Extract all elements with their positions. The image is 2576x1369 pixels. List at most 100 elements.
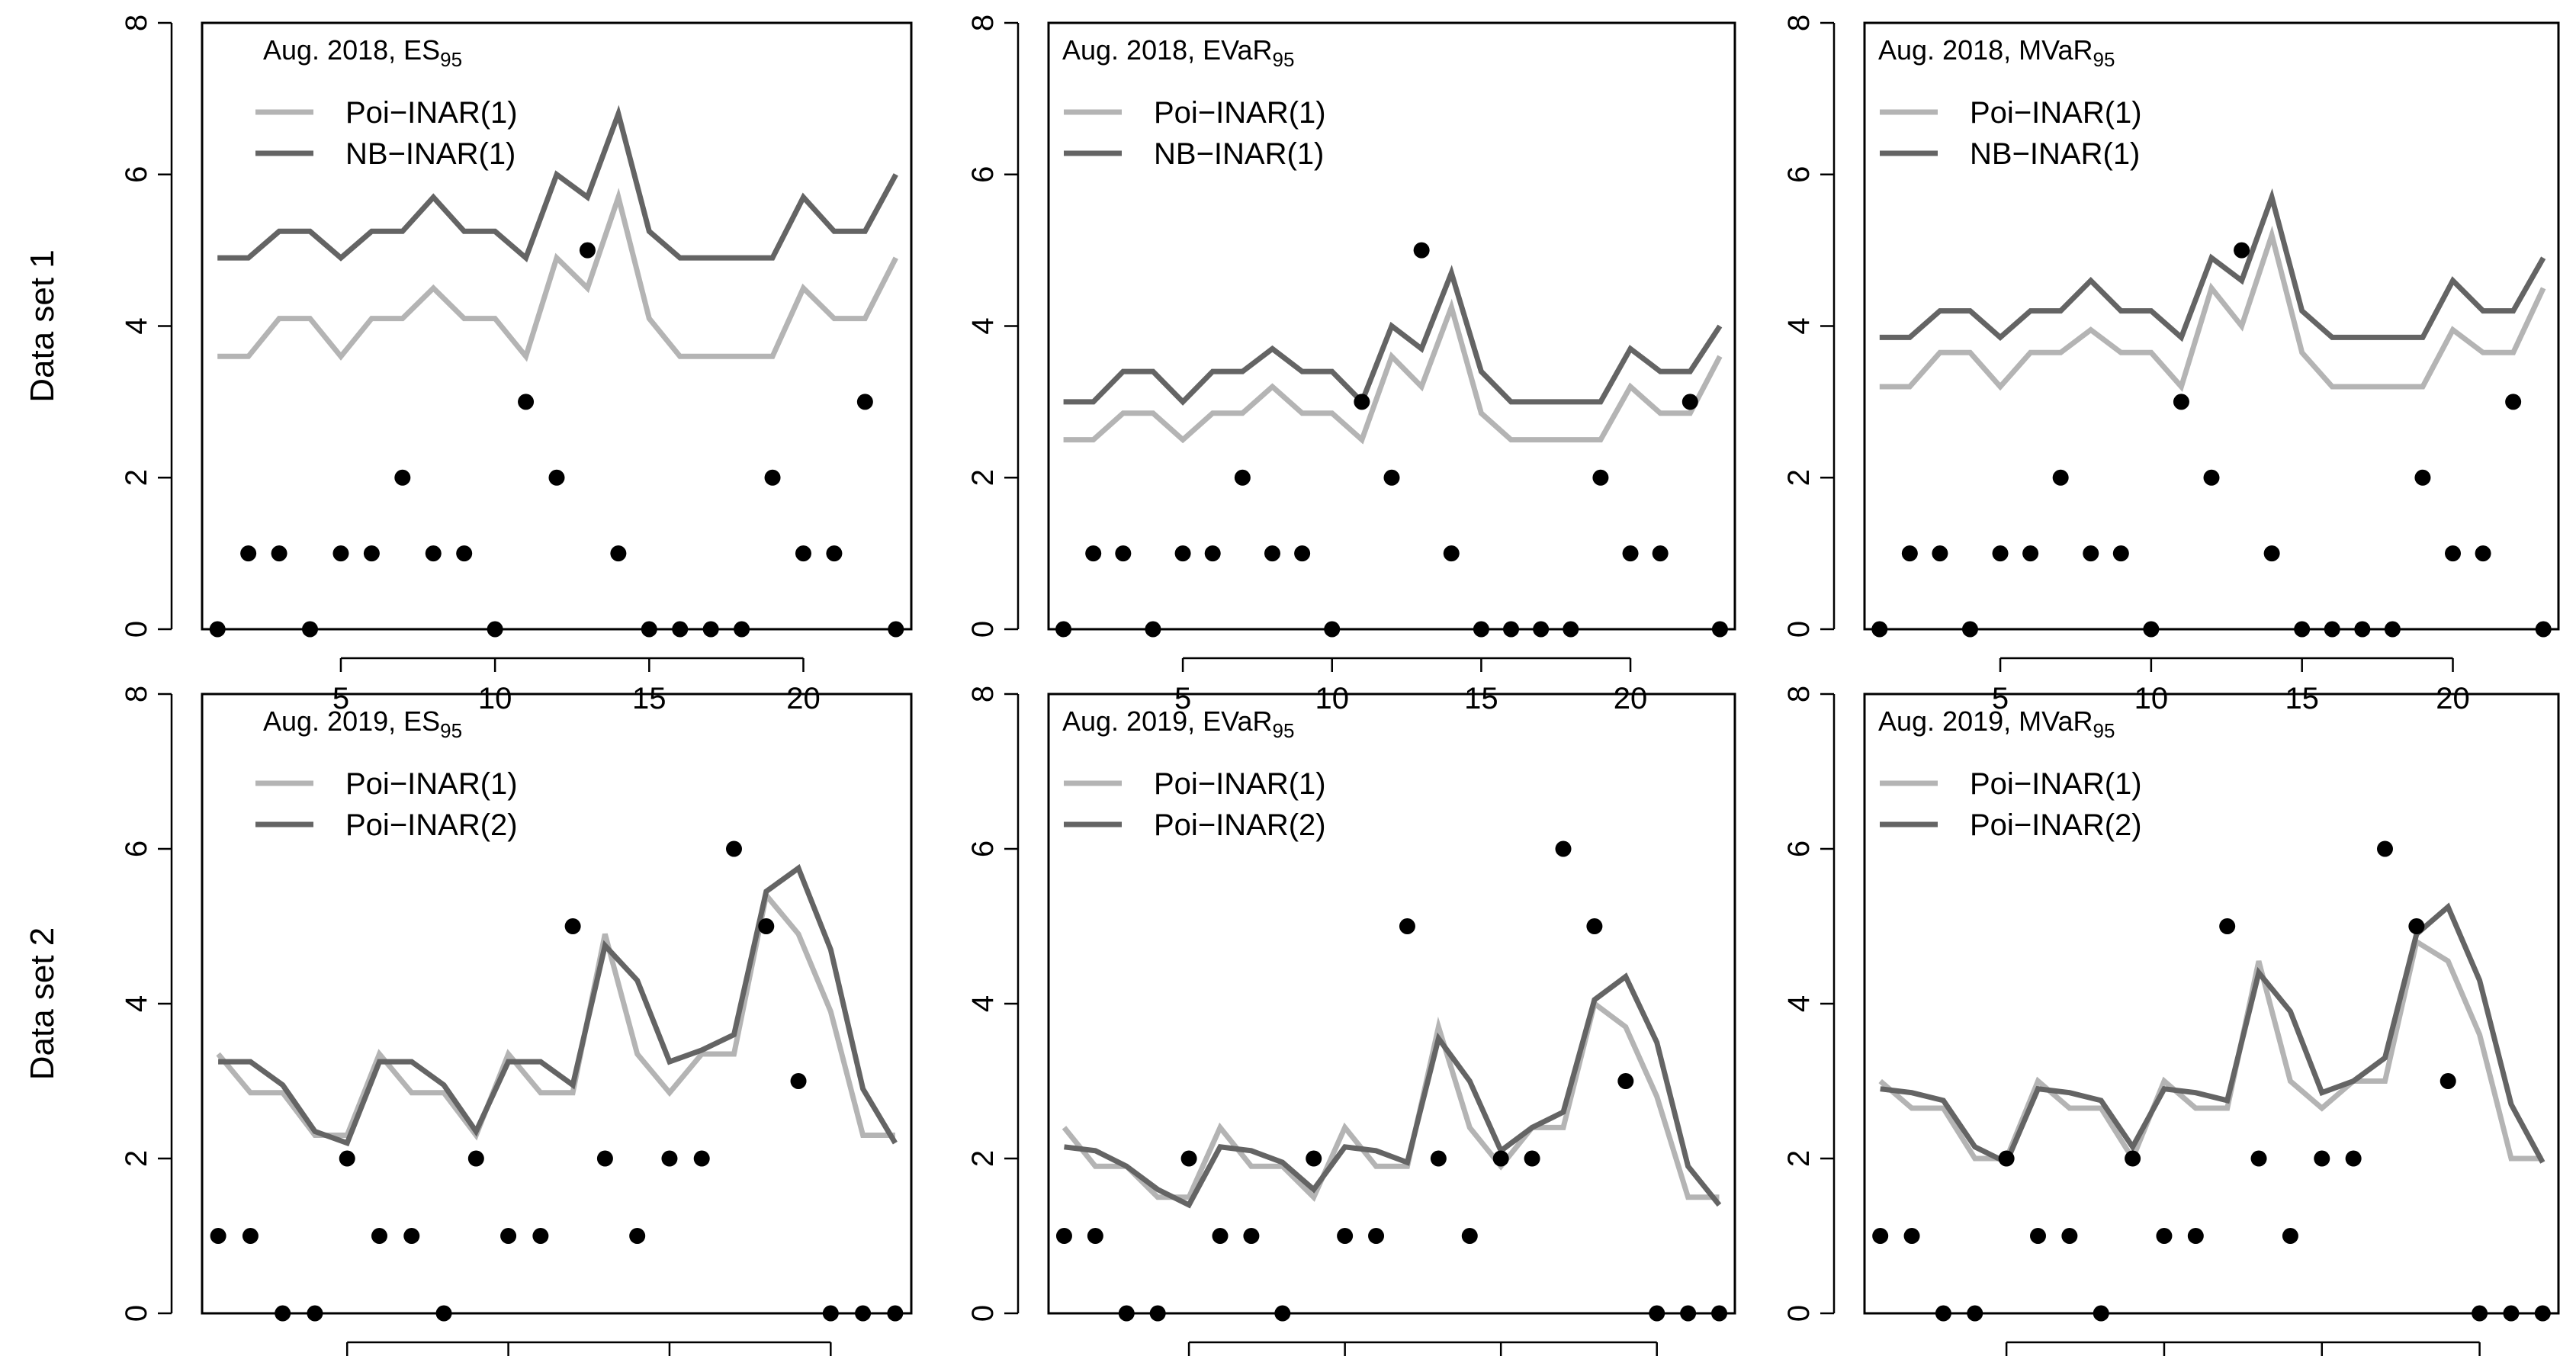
observed-point <box>1461 1228 1478 1244</box>
y-tick-label: 4 <box>1782 317 1816 334</box>
observed-point <box>2314 1150 2330 1167</box>
observed-point <box>1998 1150 2015 1167</box>
y-tick-label: 6 <box>120 166 153 183</box>
y-tick-label: 6 <box>1782 840 1816 857</box>
y-tick-label: 6 <box>120 840 153 857</box>
y-tick-label: 8 <box>966 14 1000 31</box>
observed-point <box>2472 1305 2488 1322</box>
observed-point <box>1711 621 1728 638</box>
row-label: Data set 2 <box>24 927 61 1081</box>
legend-label: NB−INAR(1) <box>1154 137 1324 171</box>
observed-point <box>2534 1305 2551 1322</box>
y-tick-label: 4 <box>966 317 1000 334</box>
observed-point <box>1992 545 2009 562</box>
observed-point <box>1871 621 1888 638</box>
y-tick-label: 4 <box>120 995 153 1012</box>
legend-label: Poi−INAR(2) <box>345 808 518 842</box>
y-tick-label: 2 <box>120 1150 153 1167</box>
observed-point <box>1473 621 1489 638</box>
observed-point <box>1681 394 1698 410</box>
observed-point <box>1903 1228 1920 1244</box>
observed-point <box>2234 242 2250 259</box>
y-tick-label: 8 <box>120 14 153 31</box>
observed-point <box>1967 1305 1983 1322</box>
x-tick-label: 5 <box>339 1366 355 1369</box>
observed-point <box>371 1228 387 1244</box>
chart-panel: 0 2 4 6 8 5 10 15 20 Aug. 2019, EVaR95 Poi−INAR(1)… <box>966 686 1736 1369</box>
observed-point <box>790 1073 807 1089</box>
series-line <box>1063 298 1723 445</box>
series-line <box>1879 188 2546 342</box>
legend-label: Poi−INAR(2) <box>1970 808 2142 842</box>
observed-point <box>1368 1228 1385 1244</box>
observed-point <box>826 545 843 562</box>
series-line <box>1064 972 1722 1209</box>
y-tick-label: 0 <box>966 1305 1000 1322</box>
observed-point <box>702 621 719 638</box>
observed-point <box>1149 1305 1166 1322</box>
observed-point <box>2503 1305 2520 1322</box>
row-labels: Data set 1 Data set 2 <box>24 249 61 1080</box>
plot-frame <box>1863 693 2560 1315</box>
observed-point <box>435 1305 452 1322</box>
observed-point <box>1234 469 1251 486</box>
chart-panel: 0 2 4 6 8 5 10 15 20 Aug. 2018, EVaR95 Poi−INAR(1)… <box>966 14 1736 715</box>
observed-point <box>596 1150 613 1167</box>
legend-label: Poi−INAR(1) <box>1154 767 1326 801</box>
series-line <box>216 889 895 1141</box>
chart-panel: 0 2 4 6 8 5 10 15 20 Aug. 2019, ES95 Poi−INAR(1) Po… <box>120 686 913 1369</box>
observed-point <box>2345 1150 2362 1167</box>
x-tick-label: 20 <box>2436 682 2470 715</box>
observed-point <box>1680 1305 1697 1322</box>
observed-point <box>672 621 689 638</box>
observed-point <box>2250 1150 2267 1167</box>
x-tick-label: 10 <box>2147 1366 2182 1369</box>
legend-label: Poi−INAR(1) <box>345 96 518 130</box>
observed-point <box>1085 545 1102 562</box>
observed-point <box>1264 545 1280 562</box>
observed-point <box>548 469 565 486</box>
observed-point <box>1592 469 1609 486</box>
observed-point <box>2219 918 2236 934</box>
observed-point <box>2125 1150 2141 1167</box>
plot-frame <box>1047 693 1736 1315</box>
panel-title: Aug. 2018, EVaR95 <box>1062 34 1294 71</box>
x-tick-label: 15 <box>2305 1366 2340 1369</box>
y-tick-label: 0 <box>120 1305 153 1322</box>
y-tick-label: 0 <box>1782 1305 1816 1322</box>
observed-point <box>1586 918 1603 934</box>
y-tick-label: 2 <box>966 1150 1000 1167</box>
y-tick-label: 0 <box>1782 621 1816 638</box>
y-tick-label: 2 <box>966 469 1000 486</box>
observed-point <box>2294 621 2311 638</box>
observed-point <box>302 621 319 638</box>
legend-label: Poi−INAR(2) <box>1154 808 1326 842</box>
row-label: Data set 1 <box>24 249 61 403</box>
y-tick-label: 8 <box>120 686 153 702</box>
observed-point <box>271 545 287 562</box>
observed-point <box>500 1228 517 1244</box>
x-tick-label: 15 <box>1464 682 1498 715</box>
y-tick-label: 2 <box>120 469 153 486</box>
legend-label: Poi−INAR(1) <box>1970 767 2142 801</box>
x-tick-label: 10 <box>1315 682 1349 715</box>
observed-point <box>339 1150 355 1167</box>
plot-frame <box>1863 21 2560 631</box>
x-tick-label: 5 <box>1174 682 1191 715</box>
observed-point <box>1294 545 1311 562</box>
observed-point <box>1204 545 1221 562</box>
observed-point <box>403 1228 420 1244</box>
observed-point <box>1174 545 1191 562</box>
x-tick-label: 15 <box>2285 682 2319 715</box>
x-tick-label: 20 <box>814 1366 848 1369</box>
y-tick-label: 4 <box>1782 995 1816 1012</box>
series-line <box>218 863 898 1147</box>
observed-point <box>240 545 257 562</box>
plot-frame <box>1047 21 1736 631</box>
observed-point <box>1649 1305 1665 1322</box>
legend-label: Poi−INAR(1) <box>345 767 518 801</box>
observed-point <box>2263 545 2280 562</box>
observed-point <box>332 545 349 562</box>
chart-panel: 0 2 4 6 8 5 10 15 20 Aug. 2019, MVaR95 Poi−INAR(1)… <box>1782 686 2560 1369</box>
legend-label: Poi−INAR(1) <box>1970 96 2142 130</box>
